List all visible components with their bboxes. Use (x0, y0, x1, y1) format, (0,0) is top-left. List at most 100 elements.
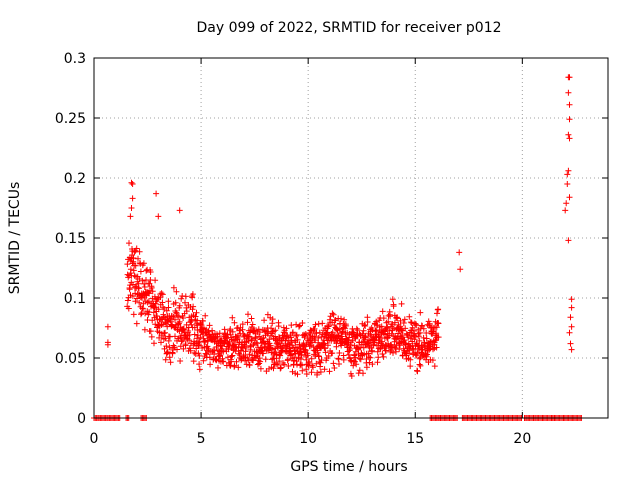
data-point (280, 324, 287, 331)
data-point (165, 298, 172, 305)
data-point (147, 269, 154, 275)
data-point (325, 322, 332, 329)
data-point (159, 291, 166, 298)
data-point (207, 361, 214, 368)
data-point (565, 89, 572, 96)
data-point (127, 282, 134, 289)
data-point (176, 207, 183, 214)
y-tick-label: 0.05 (55, 351, 86, 367)
y-tick-label: 0.25 (55, 111, 86, 127)
data-point (130, 255, 137, 261)
data-point (245, 338, 252, 344)
data-point (340, 356, 347, 363)
data-point (429, 357, 436, 364)
data-point (393, 348, 399, 355)
data-point (130, 281, 136, 288)
data-point (412, 334, 419, 340)
data-point (275, 323, 282, 330)
data-point (566, 329, 573, 336)
data-point (215, 364, 221, 371)
data-point (326, 368, 333, 375)
data-point (158, 290, 165, 297)
y-tick-label: 0.15 (55, 231, 86, 247)
data-point (366, 354, 373, 361)
data-point (416, 361, 423, 368)
data-point (420, 334, 427, 341)
data-point (331, 365, 338, 371)
data-point (260, 350, 267, 357)
data-point (194, 335, 200, 342)
x-tick-label: 5 (197, 431, 206, 447)
data-point (310, 364, 316, 371)
data-point (564, 171, 571, 178)
data-point (356, 367, 363, 374)
data-point (267, 342, 274, 349)
data-point (166, 354, 173, 361)
data-point (220, 358, 227, 365)
data-point (314, 369, 321, 376)
data-point (405, 340, 412, 347)
data-point (274, 361, 281, 368)
data-point (151, 340, 157, 347)
data-point (133, 320, 140, 327)
data-point (276, 358, 283, 365)
data-point (369, 347, 376, 354)
data-point (314, 349, 321, 356)
data-point (417, 362, 424, 369)
data-point (414, 350, 421, 357)
data-point (312, 337, 319, 344)
data-point (347, 357, 354, 364)
data-point (197, 321, 204, 328)
data-point (319, 320, 326, 327)
data-point (246, 362, 253, 369)
data-point (399, 332, 406, 339)
x-axis-label: GPS time / hours (290, 459, 407, 475)
data-point (176, 302, 183, 309)
data-point (296, 323, 302, 330)
y-tick-label: 0.1 (64, 291, 86, 307)
data-point (565, 237, 572, 244)
data-point (229, 328, 236, 335)
data-point (456, 249, 463, 256)
data-point (158, 339, 164, 346)
data-point (244, 319, 251, 326)
data-point (216, 330, 223, 337)
data-point (257, 365, 264, 372)
data-point (174, 346, 180, 353)
data-point (433, 324, 440, 331)
data-point (224, 331, 231, 338)
data-point (435, 306, 442, 313)
data-point (146, 290, 153, 297)
data-point (389, 296, 396, 303)
data-point (277, 365, 284, 372)
data-point (435, 320, 442, 327)
data-point (347, 354, 353, 361)
data-point (424, 351, 430, 358)
data-point (128, 205, 135, 211)
data-point (135, 285, 142, 292)
data-point (133, 245, 140, 252)
data-point (236, 327, 243, 334)
data-point (170, 314, 177, 320)
data-point (336, 361, 342, 367)
data-point (235, 364, 242, 371)
data-point (249, 336, 255, 343)
data-point (353, 361, 360, 368)
data-point (299, 367, 306, 374)
x-tick-label: 10 (299, 431, 317, 447)
data-point (178, 338, 185, 345)
data-point (423, 330, 430, 336)
data-point (302, 331, 309, 337)
data-point (144, 299, 151, 306)
data-point (325, 323, 332, 330)
data-point (199, 318, 206, 324)
data-point (285, 356, 291, 363)
data-point (182, 299, 188, 306)
data-point (135, 255, 141, 262)
data-point (196, 361, 203, 368)
data-point (426, 320, 433, 327)
data-point (187, 347, 194, 354)
data-point (233, 358, 240, 365)
data-point (361, 322, 368, 328)
data-point (385, 318, 392, 325)
